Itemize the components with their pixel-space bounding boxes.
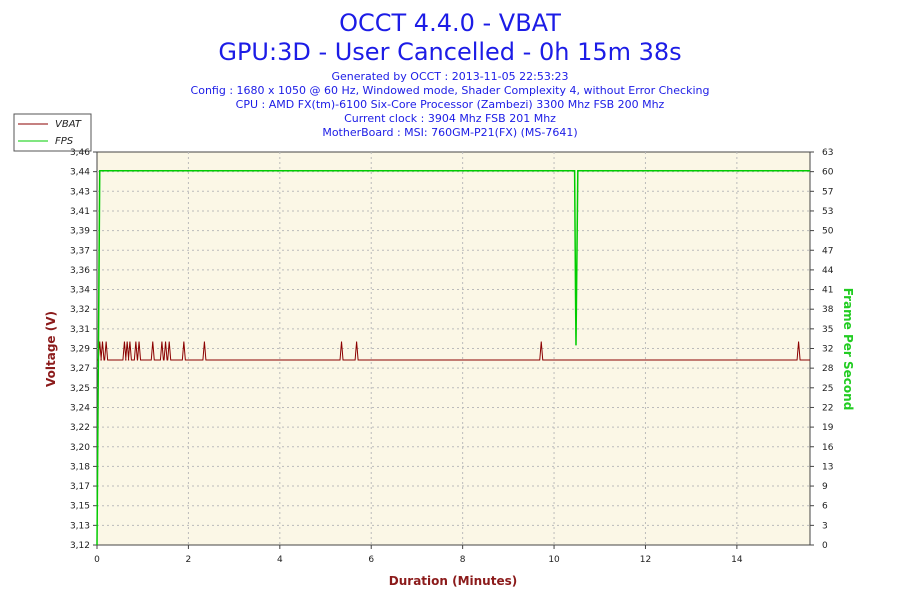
y2-tick-label: 41 [822, 286, 833, 296]
y2-tick-label: 19 [822, 423, 834, 433]
y-tick-label: 3,41 [70, 207, 90, 217]
y-tick-label: 3,24 [70, 403, 90, 413]
x-tick-label: 6 [368, 555, 374, 565]
y2-tick-label: 60 [822, 168, 834, 178]
legend: VBAT FPS [13, 113, 92, 152]
y2-tick-label: 16 [822, 443, 834, 453]
x-tick-label: 0 [94, 555, 100, 565]
y-tick-label: 3,25 [70, 384, 90, 394]
x-axis-label: Duration (Minutes) [389, 574, 517, 588]
chart-subtitle: GPU:3D - User Cancelled - 0h 15m 38s [218, 38, 681, 66]
y2-tick-label: 63 [822, 148, 833, 158]
y-tick-label: 3,39 [70, 227, 90, 237]
y-axis-ticks: 3,12 3,13 3,15 3,17 3,18 3,20 3,22 3,24 3,25 3,27… [70, 148, 97, 551]
legend-label-fps: FPS [55, 136, 74, 147]
y2-tick-label: 32 [822, 345, 833, 355]
y-tick-label: 3,29 [70, 345, 90, 355]
y-tick-label: 3,43 [70, 187, 90, 197]
grid [97, 152, 810, 545]
y-axis-label: Voltage (V) [44, 311, 58, 387]
y2-tick-label: 35 [822, 325, 833, 335]
y-tick-label: 3,17 [70, 482, 90, 492]
x-tick-label: 8 [460, 555, 466, 565]
y-tick-label: 3,22 [70, 423, 90, 433]
legend-label-vbat: VBAT [55, 119, 82, 130]
y2-tick-label: 13 [822, 462, 833, 472]
y2-tick-label: 57 [822, 187, 833, 197]
info-line-motherboard: MotherBoard : MSI: 760GM-P21(FX) (MS-764… [322, 126, 577, 139]
y2-axis-ticks: 0 3 6 9 13 16 19 22 25 28 32 35 38 41 44 47 50 53 57 60 63 [810, 148, 834, 551]
series-group [96, 169, 810, 546]
x-tick-label: 14 [731, 555, 743, 565]
y-tick-label: 3,13 [70, 521, 90, 531]
y-tick-label: 3,36 [70, 266, 90, 276]
y2-tick-label: 53 [822, 207, 833, 217]
x-tick-label: 2 [186, 555, 192, 565]
y2-tick-label: 3 [822, 521, 828, 531]
y-tick-label: 3,27 [70, 364, 90, 374]
y2-tick-label: 0 [822, 541, 828, 551]
y-tick-label: 3,44 [70, 168, 90, 178]
info-line-cpu: CPU : AMD FX(tm)-6100 Six-Core Processor… [236, 98, 665, 111]
legend-box [13, 113, 92, 152]
chart-title: OCCT 4.4.0 - VBAT [339, 9, 561, 37]
y2-tick-label: 38 [822, 305, 834, 315]
info-line-generated: Generated by OCCT : 2013-11-05 22:53:23 [331, 70, 568, 83]
y2-tick-label: 25 [822, 384, 833, 394]
series-line-fps [96, 169, 810, 546]
info-line-config: Config : 1680 x 1050 @ 60 Hz, Windowed m… [191, 84, 710, 97]
y-tick-label: 3,32 [70, 305, 90, 315]
y2-tick-label: 22 [822, 403, 833, 413]
y-tick-label: 3,46 [70, 148, 90, 158]
y-tick-label: 3,37 [70, 246, 90, 256]
x-tick-label: 4 [277, 555, 283, 565]
y-tick-label: 3,12 [70, 541, 90, 551]
y2-axis-label: Frame Per Second [841, 288, 855, 411]
y-tick-label: 3,18 [70, 462, 90, 472]
y-tick-label: 3,34 [70, 286, 90, 296]
y-tick-label: 3,31 [70, 325, 90, 335]
y-tick-label: 3,20 [70, 443, 90, 453]
series-line-vbat [97, 341, 810, 361]
info-line-clock: Current clock : 3904 Mhz FSB 201 Mhz [344, 112, 556, 125]
x-tick-label: 12 [640, 555, 651, 565]
y2-tick-label: 9 [822, 482, 828, 492]
y2-tick-label: 50 [822, 227, 834, 237]
y2-tick-label: 28 [822, 364, 834, 374]
y2-tick-label: 44 [822, 266, 834, 276]
x-tick-label: 10 [548, 555, 560, 565]
x-axis-ticks: 0 2 4 6 8 10 12 14 [94, 545, 743, 565]
y2-tick-label: 6 [822, 502, 828, 512]
y-tick-label: 3,15 [70, 502, 90, 512]
y2-tick-label: 47 [822, 246, 833, 256]
